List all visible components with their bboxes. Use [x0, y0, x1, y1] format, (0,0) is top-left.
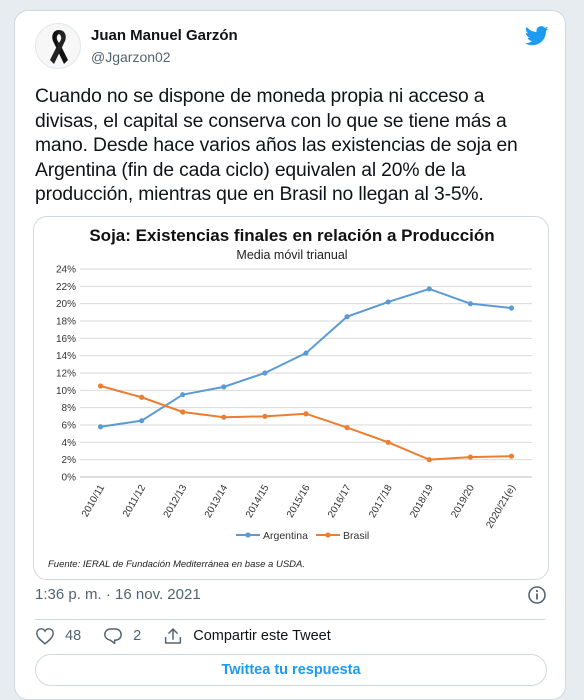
- data-point: [303, 411, 309, 417]
- x-tick-label: 2016/17: [326, 483, 354, 520]
- data-point: [385, 299, 391, 305]
- reply-icon: [104, 628, 123, 645]
- data-point: [262, 370, 268, 376]
- chart-legend: Argentina Brasil: [236, 530, 369, 542]
- line-chart: Soja: Existencias finales en relación a …: [48, 226, 532, 570]
- x-tick-label: 2011/12: [121, 483, 148, 520]
- data-point: [385, 439, 391, 445]
- data-point: [221, 414, 227, 420]
- chart-title: Soja: Existencias finales en relación a …: [89, 226, 494, 245]
- tweet-card: Juan Manuel Garzón @Jgarzon02 Cuando no …: [14, 10, 566, 700]
- x-tick-label: 2014/15: [244, 483, 272, 520]
- info-icon[interactable]: [527, 585, 547, 605]
- data-point: [303, 350, 309, 356]
- author-handle[interactable]: @Jgarzon02: [91, 49, 171, 65]
- x-tick-label: 2020/21(e): [484, 483, 518, 530]
- reply-button[interactable]: 2: [103, 627, 141, 645]
- x-tick-label: 2012/13: [162, 483, 190, 520]
- data-point: [97, 424, 104, 430]
- data-point: [97, 383, 104, 389]
- y-tick-label: 20%: [56, 299, 76, 310]
- data-point: [139, 394, 145, 400]
- black-ribbon-icon: [50, 30, 68, 64]
- data-point: [467, 301, 473, 307]
- x-tick-label: 2010/11: [80, 483, 107, 520]
- data-point: [221, 384, 227, 390]
- reply-count: 2: [133, 628, 142, 644]
- tweet-actions: 48 2 Compartir este Tweet: [35, 625, 353, 647]
- chart-series: [97, 286, 515, 463]
- x-tick-label: 2019/20: [449, 483, 477, 520]
- heart-icon: [36, 628, 54, 645]
- y-tick-label: 22%: [56, 282, 76, 293]
- x-tick-label: 2013/14: [203, 483, 231, 520]
- data-point: [139, 418, 145, 424]
- series-line-argentina: [100, 287, 512, 428]
- chart-image[interactable]: Soja: Existencias finales en relación a …: [33, 216, 549, 580]
- y-tick-label: 10%: [56, 386, 76, 397]
- legend-label: Argentina: [263, 530, 308, 542]
- share-icon: [165, 628, 182, 644]
- like-count: 48: [65, 628, 82, 644]
- share-label: Compartir este Tweet: [193, 628, 331, 644]
- y-tick-label: 18%: [56, 317, 76, 328]
- data-point: [508, 305, 515, 311]
- legend-label: Brasil: [343, 530, 369, 542]
- y-tick-label: 4%: [62, 438, 77, 449]
- chart-grid: [80, 268, 532, 478]
- y-tick-label: 0%: [62, 473, 77, 484]
- twitter-bird-icon[interactable]: [525, 25, 549, 47]
- like-button[interactable]: 48: [35, 627, 81, 645]
- series-line-brasil: [100, 385, 512, 461]
- data-point: [426, 286, 432, 292]
- y-tick-label: 2%: [62, 455, 77, 466]
- reply-compose-button[interactable]: Twittea tu respuesta: [35, 654, 547, 686]
- data-point: [426, 457, 432, 463]
- x-tick-label: 2018/19: [408, 483, 436, 520]
- data-point: [344, 425, 350, 431]
- chart-subtitle: Media móvil trianual: [236, 248, 347, 262]
- y-tick-label: 14%: [56, 351, 76, 362]
- legend-marker: [245, 532, 251, 538]
- data-point: [344, 314, 350, 320]
- data-point: [180, 392, 186, 398]
- y-tick-label: 6%: [62, 421, 77, 432]
- y-tick-label: 16%: [56, 334, 76, 345]
- data-point: [262, 413, 268, 419]
- y-axis-ticks: 0% 2% 4% 6% 8% 10% 12% 14% 16% 18% 20% 22% 24%: [56, 265, 76, 484]
- data-point: [467, 454, 473, 460]
- x-tick-label: 2015/16: [285, 483, 313, 520]
- share-button[interactable]: Compartir este Tweet: [163, 627, 331, 645]
- chart-source-note: Fuente: IERAL de Fundación Mediterránea …: [48, 559, 305, 570]
- author-name[interactable]: Juan Manuel Garzón: [91, 27, 238, 44]
- tweet-timestamp[interactable]: 1:36 p. m. · 16 nov. 2021: [35, 586, 201, 603]
- avatar[interactable]: [35, 23, 81, 69]
- x-axis-ticks: 2010/11 2011/12 2012/13 2013/14 2014/15 2015/…: [80, 483, 518, 531]
- data-point: [180, 409, 186, 415]
- legend-marker: [325, 532, 331, 538]
- divider: [35, 619, 545, 620]
- y-tick-label: 8%: [62, 403, 77, 414]
- x-tick-label: 2017/18: [367, 483, 395, 520]
- y-tick-label: 24%: [56, 265, 76, 276]
- data-point: [508, 453, 515, 459]
- tweet-text: Cuando no se dispone de moneda propia ni…: [35, 86, 518, 205]
- y-tick-label: 12%: [56, 369, 76, 380]
